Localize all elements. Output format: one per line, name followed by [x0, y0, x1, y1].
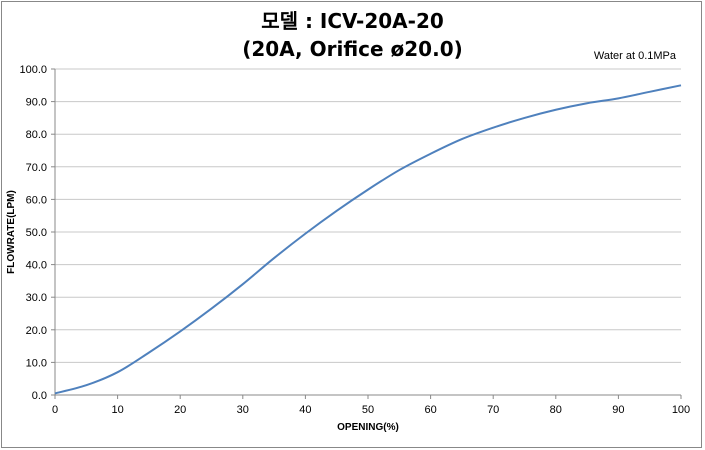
y-tick-label: 50.0 [26, 227, 47, 239]
y-tick-label: 60.0 [26, 194, 47, 206]
series-line [54, 84, 682, 395]
x-tick-label: 90 [612, 404, 624, 416]
y-tick-label: 70.0 [26, 162, 47, 174]
axes [51, 68, 682, 399]
grid-lines [55, 68, 681, 396]
y-axis-label: FLOWRATE(LPM) [6, 190, 17, 274]
x-tick-label: 30 [237, 404, 249, 416]
x-tick-label: 40 [299, 404, 311, 416]
x-tick-label: 100 [672, 404, 690, 416]
x-axis-label: OPENING(%) [337, 422, 399, 433]
chart-title: 모델 : ICV-20A-20 [261, 9, 444, 33]
x-tick-label: 70 [487, 404, 499, 416]
chart-annotation: Water at 0.1MPa [593, 50, 676, 62]
y-tick-label: 10.0 [26, 357, 47, 369]
y-tick-label: 30.0 [26, 292, 47, 304]
y-tick-label: 90.0 [26, 97, 47, 109]
chart-subtitle: (20A, Orifice ø20.0) [242, 37, 463, 61]
y-tick-label: 0.0 [32, 390, 47, 402]
series-group [54, 84, 682, 395]
x-tick-labels: 0 10 20 30 40 50 60 70 80 90 100 [52, 404, 690, 416]
y-tick-label: 20.0 [26, 325, 47, 337]
y-tick-labels: 0.0 10.0 20.0 30.0 40.0 50.0 60.0 70.0 80.0 90.0 1… [19, 64, 47, 402]
y-tick-label: 80.0 [26, 129, 47, 141]
x-tick-label: 20 [174, 404, 186, 416]
x-tick-label: 50 [362, 404, 374, 416]
x-tick-label: 80 [550, 404, 562, 416]
x-tick-label: 10 [111, 404, 123, 416]
y-tick-label: 100.0 [19, 64, 47, 76]
y-tick-label: 40.0 [26, 260, 47, 272]
x-tick-label: 0 [52, 404, 58, 416]
x-tick-label: 60 [424, 404, 436, 416]
